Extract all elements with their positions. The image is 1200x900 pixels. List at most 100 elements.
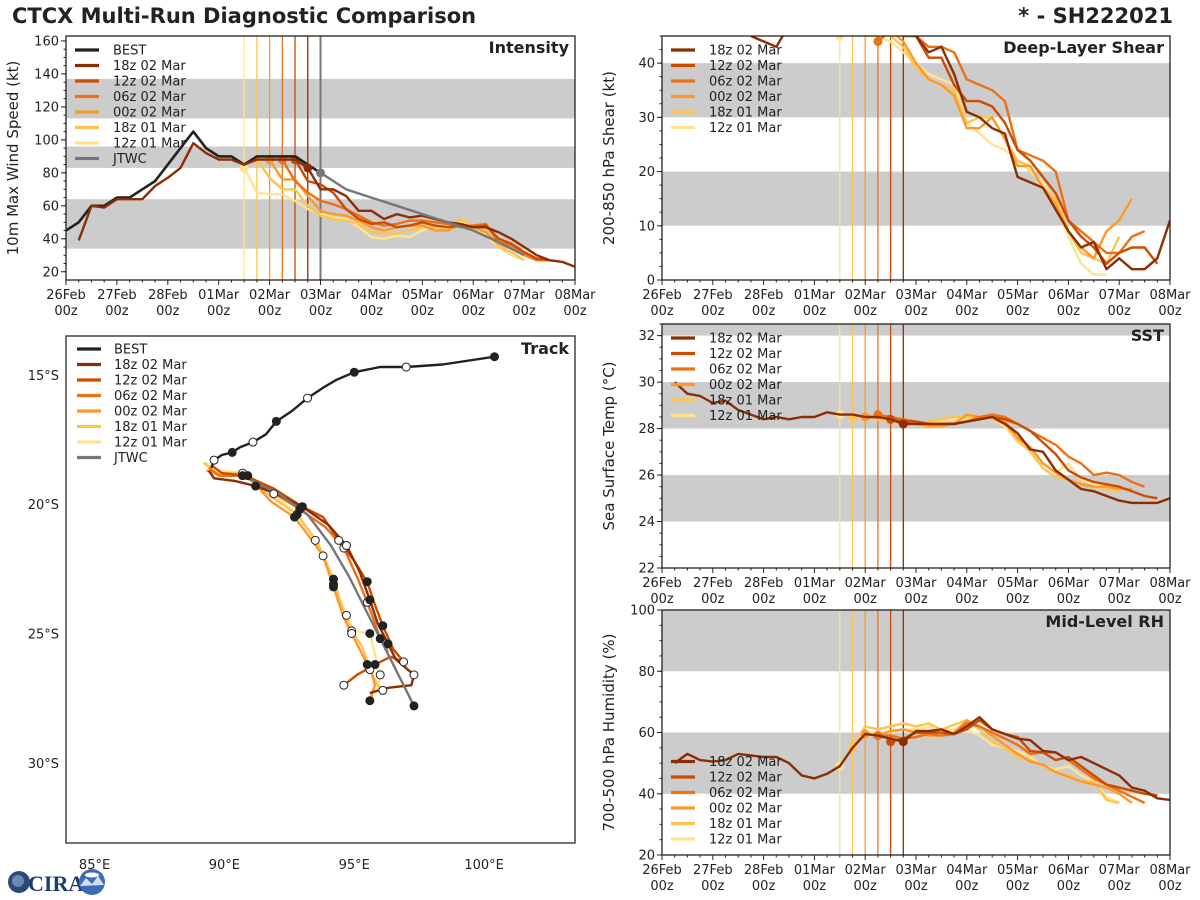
track-point-00z-02-mar [362, 660, 372, 670]
shaded-band [662, 610, 1170, 672]
x-tick-label: 00z [309, 304, 333, 319]
panel-rh: 2040608010026Feb00z27Feb00z28Feb00z01Mar… [600, 604, 1191, 895]
x-tick-label: 03Mar [895, 863, 937, 878]
track-point-12z-02-mar [362, 577, 372, 587]
legend-label-00z-02-mar: 00z 02 Mar [113, 106, 186, 121]
x-tick-label: 00z [854, 879, 878, 894]
track-point-12z-01-mar [365, 628, 375, 638]
y-tick-label: 100 [630, 604, 655, 619]
x-tick-label: 00z [701, 592, 725, 607]
x-tick-label: 00z [258, 304, 282, 319]
x-tick-label: 26Feb [642, 863, 682, 878]
y-tick-label: 24 [638, 515, 655, 530]
x-tick-label: 04Mar [946, 863, 988, 878]
x-tick-label: 03Mar [300, 288, 342, 303]
logo-text: CIRA [28, 871, 84, 896]
plot-area [673, 324, 1170, 568]
legend-label-18z-01-mar: 18z 01 Mar [114, 420, 187, 435]
track-point-best [303, 393, 313, 403]
x-tick-label: 26Feb [642, 288, 682, 303]
series-line-06z-02-mar [281, 158, 550, 262]
x-tick-label: 00z [411, 304, 435, 319]
series-line-18z-02-mar [77, 141, 575, 268]
panel-title: SST [1131, 326, 1164, 345]
x-tick-label: 01Mar [794, 288, 836, 303]
x-tick-label: 00z [1108, 592, 1132, 607]
x-tick-label: 00z [904, 879, 928, 894]
shaded-band [662, 171, 1170, 226]
x-tick-label: 00z [207, 304, 231, 319]
init-marker-jtwc [316, 168, 325, 178]
y-tick-label: 140 [34, 67, 59, 82]
x-tick-label: 00z [1158, 592, 1182, 607]
track-point-best [227, 447, 237, 457]
legend-label-18z-01-mar: 18z 01 Mar [709, 394, 782, 409]
init-marker-18z-02-mar [898, 737, 908, 747]
track-line-00z-02-mar [205, 469, 377, 702]
track-point-12z-01-mar [375, 670, 385, 680]
track-point-18z-02-mar [341, 541, 351, 551]
x-tick-label: 02Mar [845, 863, 887, 878]
x-tick-label: 00z [563, 304, 587, 319]
x-tick-label: 01Mar [794, 863, 836, 878]
track-point-12z-01-mar [269, 489, 279, 499]
y-tick-label: 30 [638, 111, 655, 126]
x-tick-label: 00z [54, 304, 78, 319]
track-point-12z-02-mar [399, 657, 409, 667]
y-tick-label: 20 [42, 265, 59, 280]
lat-tick-label: 25°S [28, 627, 59, 642]
legend-label-12z-01-mar: 12z 01 Mar [709, 121, 782, 136]
panel-sst: 22242628303226Feb00z27Feb00z28Feb00z01Ma… [600, 323, 1191, 607]
plot-area [202, 352, 499, 711]
y-tick-label: 160 [34, 34, 59, 49]
y-tick-label: 20 [638, 165, 655, 180]
x-tick-label: 00z [650, 304, 674, 319]
x-tick-label: 00z [701, 304, 725, 319]
legend-label-06z-02-mar: 06z 02 Mar [114, 389, 187, 404]
track-point-18z-02-mar [251, 481, 261, 491]
x-tick-label: 06Mar [1048, 576, 1090, 591]
lat-tick-label: 30°S [28, 757, 59, 772]
lat-tick-label: 15°S [28, 369, 59, 384]
init-marker-12z-01-mar [835, 36, 845, 41]
x-tick-label: 28Feb [148, 288, 188, 303]
track-point-12z-02-mar [339, 680, 349, 690]
plot-area [750, 36, 1170, 280]
y-tick-label: 120 [34, 100, 59, 115]
legend-label-12z-02-mar: 12z 02 Mar [114, 374, 187, 389]
lat-tick-label: 20°S [28, 498, 59, 513]
x-tick-label: 00z [955, 592, 979, 607]
track-point-best [349, 367, 359, 377]
track-line-06z-02-mar [208, 466, 390, 653]
series-line-12z-02-mar [294, 158, 550, 262]
x-tick-label: 07Mar [1099, 288, 1141, 303]
series-line-18z-02-mar [673, 381, 1170, 505]
x-tick-label: 00z [360, 304, 384, 319]
cira-logo-icon: CIRA [8, 869, 105, 896]
series-line-12z-02-mar [900, 36, 1159, 265]
legend-label-06z-02-mar: 06z 02 Mar [709, 786, 782, 801]
x-tick-label: 08Mar [1149, 288, 1191, 303]
y-tick-label: 40 [42, 232, 59, 247]
legend-label-00z-02-mar: 00z 02 Mar [709, 90, 782, 105]
panel-track: 85°E 90°E 95°E 100°E 15°S 20°S 25°S 30°S Track BE… [28, 335, 576, 873]
x-tick-label: 08Mar [1149, 576, 1191, 591]
legend-label-06z-02-mar: 06z 02 Mar [113, 90, 186, 105]
x-tick-label: 01Mar [198, 288, 240, 303]
track-point-18z-02-mar [383, 639, 393, 649]
legend-label-00z-02-mar: 00z 02 Mar [114, 405, 187, 420]
legend-label-12z-01-mar: 12z 01 Mar [114, 436, 187, 451]
x-tick-label: 00z [650, 879, 674, 894]
y-tick-label: 80 [42, 166, 59, 181]
x-tick-label: 00z [1006, 592, 1030, 607]
x-tick-label: 00z [1108, 304, 1132, 319]
init-marker-18z-02-mar [303, 163, 313, 173]
x-tick-label: 00z [1057, 592, 1081, 607]
series-line-jtwc [319, 171, 525, 257]
series-line-06z-02-mar [877, 722, 1146, 804]
x-tick-label: 07Mar [1099, 863, 1141, 878]
track-point-jtwc [409, 701, 419, 711]
x-tick-label: 05Mar [402, 288, 444, 303]
x-tick-label: 27Feb [693, 576, 733, 591]
